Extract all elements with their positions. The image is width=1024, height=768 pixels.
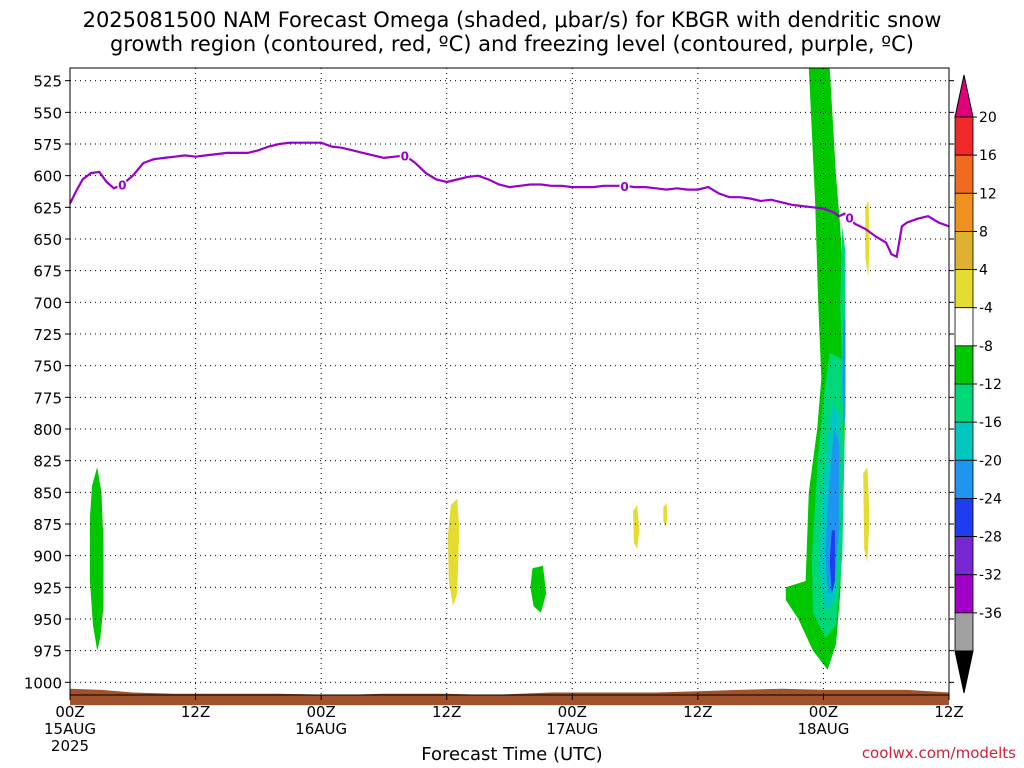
colorbar-label: 8 [979,224,988,240]
colorbar-swatch [954,498,974,537]
y-tick-label: 925 [33,579,62,597]
y-tick-label: 800 [33,421,62,439]
omega-region-3 [633,505,640,550]
colorbar-swatch [954,345,974,385]
colorbar-label: -12 [979,377,1002,393]
y-tick-label: 725 [33,326,62,344]
x-date-label: 15AUG [44,720,96,738]
x-tick-label: 12Z [181,703,210,721]
colorbar-swatch [954,192,974,232]
terrain-fill [70,688,949,706]
y-tick-label: 825 [33,453,62,471]
freezing-level-label: 0 [118,179,126,193]
omega-region-2 [530,565,547,613]
x-date-label: 16AUG [295,720,347,738]
omega-shading [89,68,870,670]
freezing-level-label: 0 [401,149,409,163]
y-tick-label: 750 [33,358,62,376]
chart-title: 2025081500 NAM Forecast Omega (shaded, μ… [0,8,1024,56]
omega-region-0 [89,467,104,651]
chart-title-line1: 2025081500 NAM Forecast Omega (shaded, μ… [82,8,942,32]
omega-region-1 [447,498,460,607]
x-tick-label: 12Z [432,703,461,721]
colorbar-label: -8 [979,339,993,355]
colorbar-swatch [954,269,974,309]
colorbar-label: 12 [979,186,997,202]
y-tick-label: 950 [33,611,62,629]
colorbar-swatch [954,421,974,461]
x-tick-label: 12Z [683,703,712,721]
x-tick-label: 00Z [809,703,838,721]
colorbar-label: -16 [979,415,1002,431]
colorbar-swatch [954,612,974,652]
terrain-area [70,688,949,706]
colorbar-bottom-arrow [954,650,974,694]
y-tick-label: 875 [33,516,62,534]
omega-region-11 [829,530,835,594]
freezing-level-line [69,141,950,259]
colorbar-label: -28 [979,530,1002,546]
colorbar-label: 4 [979,263,988,279]
freezing-level-label: 0 [620,180,628,194]
colorbar-label: 16 [979,148,997,164]
x-date-label: 18AUG [797,720,849,738]
plot-frame [69,67,950,696]
x-tick-label: 00Z [55,703,84,721]
omega-region-6 [863,467,870,562]
site-credit: coolwx.com/modelts [861,744,1016,762]
y-tick-label: 975 [33,643,62,661]
colorbar-swatch [954,231,974,270]
y-tick-label: 650 [33,231,62,249]
omega-region-5 [865,201,870,277]
y-tick-label: 900 [33,548,62,566]
y-tick-label: 850 [33,484,62,502]
colorbar-label: -20 [979,453,1002,469]
omega-region-13 [842,315,846,429]
colorbar-top-arrow [954,74,974,118]
freezing-level-label: 0 [845,211,853,225]
x-axis-label: Forecast Time (UTC) [421,744,603,765]
x-tick-label: 12Z [934,703,963,721]
colorbar-label: -32 [979,568,1002,584]
colorbar-label: -4 [979,301,993,317]
y-tick-label: 775 [33,389,62,407]
colorbar-swatch [954,383,974,423]
colorbar-swatch [954,459,974,499]
x-date-label: 17AUG [546,720,598,738]
freezing-level-contour: 0 0 0 0 [69,141,950,259]
y-tick-label: 600 [33,168,62,186]
omega-region-10 [825,429,840,594]
colorbar: 20 16 12 8 4 -4 -8 -12 -16 -20 -24 -28 -32 -36 [954,74,1002,694]
x-year-label: 2025 [51,737,89,755]
colorbar-swatch [954,116,974,156]
colorbar-swatch [954,536,974,576]
colorbar-label: -24 [979,491,1002,507]
y-tick-label: 575 [33,136,62,154]
y-tick-label: 625 [33,199,62,217]
colorbar-swatch [954,574,974,614]
colorbar-swatch [954,307,974,347]
colorbar-label: -36 [979,606,1002,622]
y-axis: 525 550 575 600 625 650 675 700 725 750 775 800 825 8… [24,73,954,692]
y-tick-label: 675 [33,263,62,281]
x-tick-label: 00Z [306,703,335,721]
y-tick-label: 525 [33,73,62,91]
y-tick-label: 1000 [24,674,62,692]
colorbar-swatch [954,154,974,194]
omega-region-4 [663,502,668,528]
chart-title-line2: growth region (contoured, red, ºC) and f… [110,32,914,56]
y-tick-label: 700 [33,294,62,312]
y-tick-label: 550 [33,104,62,122]
x-tick-label: 00Z [558,703,587,721]
colorbar-label: 20 [979,110,997,126]
